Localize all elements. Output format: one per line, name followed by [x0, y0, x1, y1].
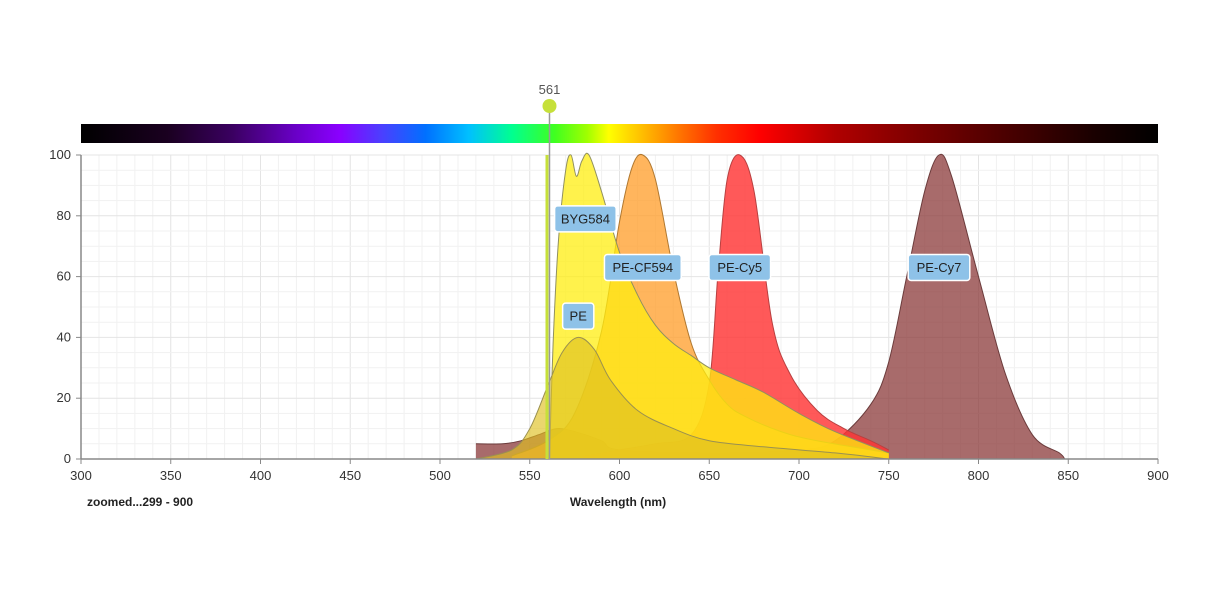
tag-label-pe-cy5: PE-Cy5 [717, 260, 762, 275]
x-tick-label-350: 350 [160, 468, 182, 483]
tag-byg584[interactable]: BYG584 [553, 205, 617, 233]
y-tick-label-40: 40 [57, 329, 71, 344]
series-area-pe[interactable] [475, 337, 889, 459]
y-tick-label-80: 80 [57, 208, 71, 223]
tag-box-pe-cy5 [708, 253, 772, 282]
tag-label-pe-cf594: PE-CF594 [612, 260, 673, 275]
tag-box-pe-cf594 [603, 253, 682, 282]
tag-pe-cy5[interactable]: PE-Cy5 [708, 253, 772, 282]
x-tick-label-800: 800 [968, 468, 990, 483]
x-tick-label-400: 400 [250, 468, 272, 483]
series-tags: BYG584 PE-CF594 PE-Cy5 PE-Cy7 PE [553, 205, 971, 330]
x-tick-label-450: 450 [339, 468, 361, 483]
x-tick-label-700: 700 [788, 468, 810, 483]
tag-box-pe-cy7 [907, 253, 971, 282]
x-tick-label-900: 900 [1147, 468, 1169, 483]
spectra-areas [475, 152, 1066, 460]
tag-box-byg584 [553, 205, 617, 233]
series-area-pe-cy5[interactable] [583, 154, 889, 460]
x-axis-title: Wavelength (nm) [570, 495, 666, 509]
zoom-range-label[interactable]: zoomed...299 - 900 [87, 495, 193, 509]
axes: 300 350 400 450 500 550 600 650 700 750 800 850 900 0… [49, 147, 1169, 483]
laser-handle[interactable] [542, 99, 557, 113]
x-tick-label-650: 650 [698, 468, 720, 483]
tag-pe[interactable]: PE [561, 302, 595, 330]
tag-pe-cy7[interactable]: PE-Cy7 [907, 253, 971, 282]
y-tick-label-0: 0 [64, 451, 71, 466]
wavelength-color-bar [81, 124, 1158, 143]
tag-label-pe: PE [570, 309, 588, 324]
tag-box-pe [561, 302, 595, 330]
y-tick-label-60: 60 [57, 269, 71, 284]
x-tick-label-850: 850 [1057, 468, 1079, 483]
tag-label-pe-cy7: PE-Cy7 [917, 260, 962, 275]
tag-pe-cf594[interactable]: PE-CF594 [603, 253, 682, 282]
tag-label-byg584: BYG584 [561, 211, 610, 226]
series-area-pe-cy7[interactable] [475, 154, 1065, 459]
x-tick-label-750: 750 [878, 468, 900, 483]
series-line-pe [475, 336, 889, 460]
x-tick-label-600: 600 [609, 468, 631, 483]
laser-marker[interactable]: 561 [539, 82, 561, 459]
x-tick-label-550: 550 [519, 468, 541, 483]
laser-wavelength-label: 561 [539, 82, 561, 97]
y-tick-label-20: 20 [57, 390, 71, 405]
x-tick-label-500: 500 [429, 468, 451, 483]
y-tick-label-100: 100 [49, 147, 71, 162]
x-tick-label-300: 300 [70, 468, 92, 483]
series-area-byg584[interactable] [549, 153, 889, 459]
